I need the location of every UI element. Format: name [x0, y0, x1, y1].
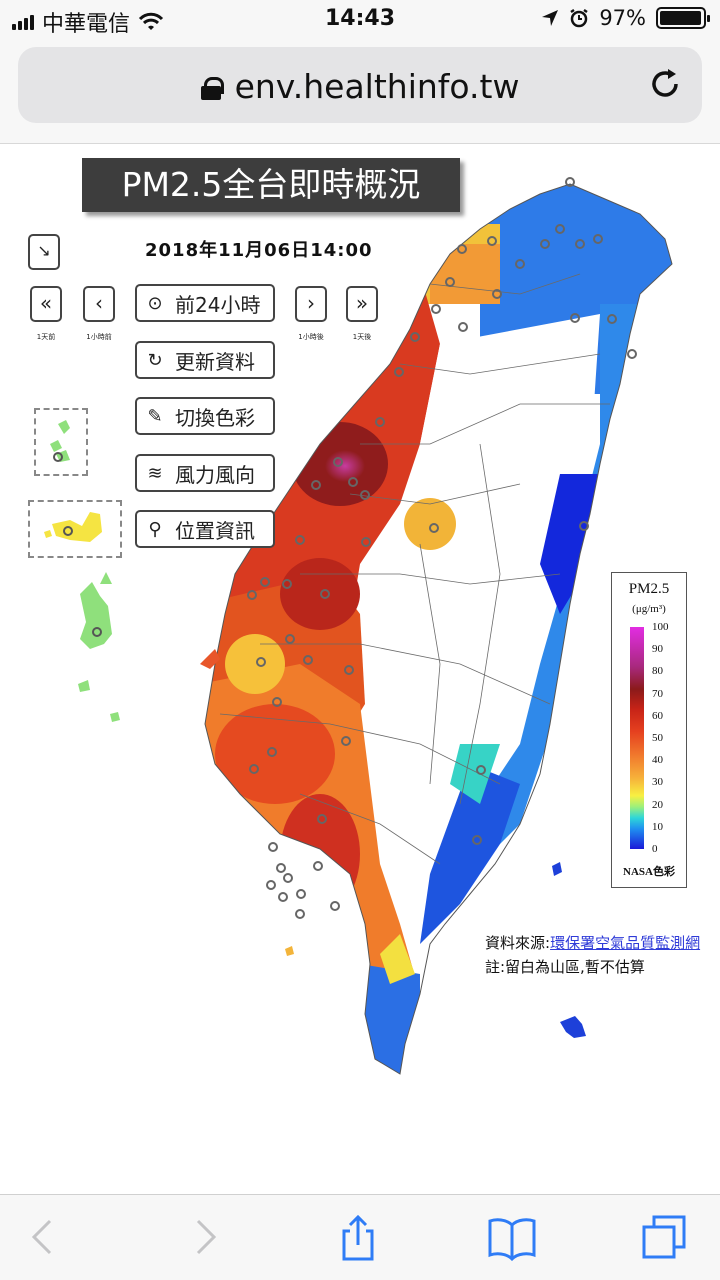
- status-left: 中華電信: [12, 6, 164, 38]
- pm25-legend: PM2.5 (μg/m³) 100 90 80 70 60 50 40 30 20 10 0 NAS…: [611, 572, 687, 888]
- monitoring-stations[interactable]: [247, 177, 637, 919]
- back-icon[interactable]: [20, 1213, 68, 1261]
- legend-tick: 20: [652, 798, 663, 811]
- page-content: PM2.5全台即時概況 2018年11月06日14:00 ↘ « 1天前 ‹ 1…: [0, 144, 720, 1194]
- location-label: 位置資訊: [175, 518, 255, 543]
- legend-tick: 80: [652, 665, 663, 678]
- legend-note: NASA色彩: [623, 866, 675, 878]
- wind-button[interactable]: ≋ 風力風向: [135, 454, 275, 492]
- legend-title: PM2.5: [628, 581, 670, 597]
- data-datetime: 2018年11月06日14:00: [145, 240, 373, 261]
- pm25-map[interactable]: [0, 144, 720, 1194]
- prev-24h-button[interactable]: ⊙ 前24小時: [135, 284, 275, 322]
- status-right: 97%: [541, 6, 710, 30]
- play-circle-icon: ⊙: [147, 292, 163, 314]
- tabs-icon[interactable]: [640, 1213, 688, 1261]
- data-source: 資料來源:環保署空氣品質監測網: [485, 932, 700, 953]
- paintbrush-icon: ✎: [147, 405, 163, 427]
- lock-icon: [200, 77, 224, 100]
- battery-percent: 97%: [599, 6, 646, 30]
- switch-colors-label: 切換色彩: [175, 405, 255, 430]
- hour-forward-label: 1小時後: [298, 333, 324, 341]
- kinmen-inset[interactable]: [28, 500, 122, 558]
- share-icon[interactable]: [334, 1213, 382, 1261]
- double-chevron-right-icon: »: [355, 291, 369, 315]
- browser-toolbar: [0, 1194, 720, 1280]
- chevron-right-icon: ›: [307, 291, 315, 315]
- day-back-label: 1天前: [36, 333, 56, 341]
- hour-forward-button[interactable]: ›: [295, 286, 327, 322]
- chevron-left-icon: ‹: [95, 291, 103, 315]
- hour-back-button[interactable]: ‹: [83, 286, 115, 322]
- address-bar[interactable]: env.healthinfo.tw: [18, 47, 702, 123]
- wifi-icon: [138, 12, 164, 30]
- forward-icon[interactable]: [180, 1213, 228, 1261]
- location-button[interactable]: ⚲ 位置資訊: [135, 510, 275, 548]
- refresh-icon: ↻: [147, 349, 163, 371]
- legend-tick: 70: [652, 687, 663, 700]
- legend-tick: 30: [652, 776, 663, 789]
- status-bar: 中華電信 14:43 97%: [0, 0, 720, 40]
- refresh-label: 更新資料: [175, 349, 255, 374]
- source-prefix: 資料來源:: [485, 934, 551, 952]
- collapse-button[interactable]: ↘: [28, 234, 60, 270]
- page-title: PM2.5全台即時概況: [82, 158, 460, 212]
- matsu-inset[interactable]: [34, 408, 88, 476]
- day-back-button[interactable]: «: [30, 286, 62, 322]
- wind-label: 風力風向: [175, 462, 255, 487]
- legend-color-bar: [630, 627, 644, 849]
- prev-24h-label: 前24小時: [175, 292, 261, 317]
- arrow-down-right-icon: ↘: [37, 241, 51, 260]
- carrier-label: 中華電信: [42, 12, 131, 37]
- battery-icon: [656, 7, 710, 29]
- day-forward-label: 1天後: [352, 333, 372, 341]
- legend-tick: 50: [652, 732, 663, 744]
- browser-header: env.healthinfo.tw: [0, 40, 720, 144]
- legend-tick: 0: [652, 843, 658, 855]
- reload-icon[interactable]: [646, 65, 684, 103]
- legend-tick: 100: [652, 621, 669, 633]
- refresh-button[interactable]: ↻ 更新資料: [135, 341, 275, 379]
- hour-back-label: 1小時前: [86, 333, 112, 341]
- county-borders: [219, 273, 610, 865]
- url-display[interactable]: env.healthinfo.tw: [18, 67, 702, 106]
- signal-icon: [12, 14, 34, 30]
- legend-tick: 10: [652, 820, 663, 833]
- location-icon: [542, 10, 559, 26]
- legend-tick: 60: [652, 709, 663, 722]
- taiwan-outline: [204, 183, 673, 1075]
- day-forward-button[interactable]: »: [346, 286, 378, 322]
- map-pin-icon: ⚲: [148, 518, 162, 540]
- legend-tick: 90: [652, 643, 663, 656]
- legend-tick: 40: [652, 754, 663, 767]
- status-time: 14:43: [324, 6, 396, 31]
- matsu-islands: [50, 420, 70, 462]
- kinmen-islands: [44, 512, 102, 542]
- url-text: env.healthinfo.tw: [234, 67, 520, 106]
- wind-icon: ≋: [147, 462, 163, 484]
- bookmarks-icon[interactable]: [488, 1213, 536, 1261]
- legend-unit: (μg/m³): [632, 603, 666, 615]
- alarm-icon: [570, 8, 589, 28]
- footnote: 註:留白為山區,暫不估算: [485, 958, 645, 976]
- source-link[interactable]: 環保署空氣品質監測網: [550, 934, 701, 952]
- switch-colors-button[interactable]: ✎ 切換色彩: [135, 397, 275, 435]
- double-chevron-left-icon: «: [39, 291, 53, 315]
- offshore-islands: [78, 572, 586, 1038]
